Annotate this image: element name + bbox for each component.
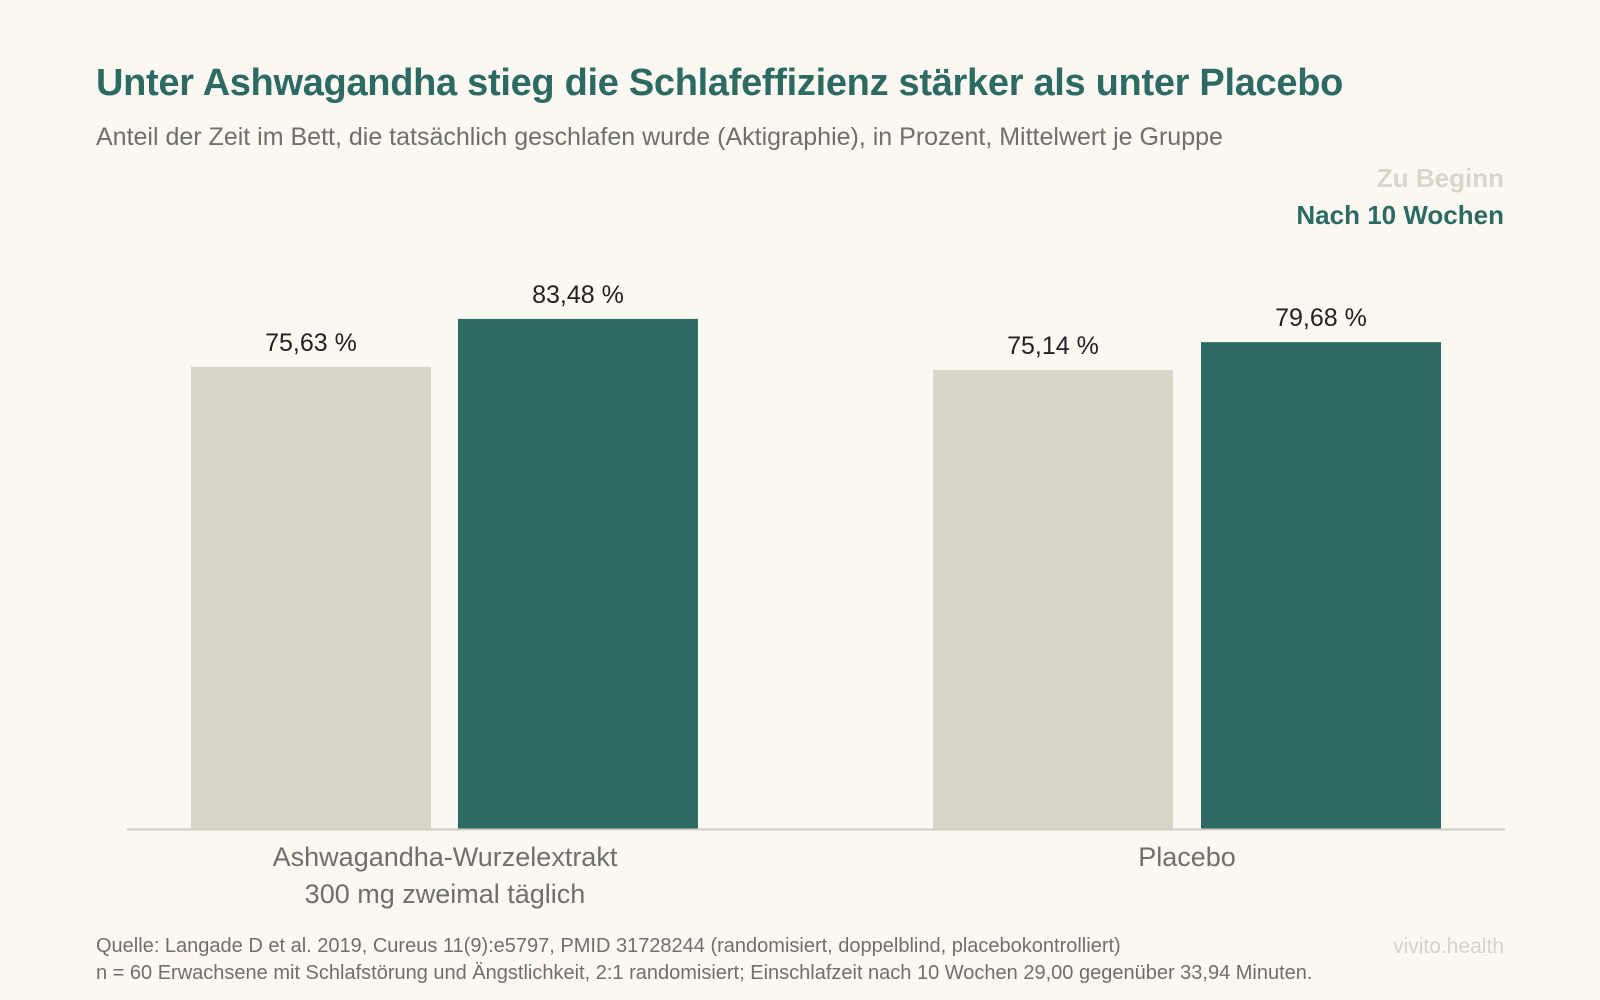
bars-group [191,318,1441,829]
chart-title: Unter Ashwagandha stieg die Schlafeffizi… [96,62,1344,104]
bar-value-label: 75,14 % [1007,332,1099,360]
brand-watermark: vivito.health [1393,935,1504,958]
category-label-line: Ashwagandha-Wurzelextrakt [272,842,618,872]
bar-baseline-placebo [933,369,1173,829]
legend-item-baseline: Zu Beginn [1376,163,1504,193]
category-label-line: 300 mg zweimal täglich [304,879,586,909]
bar-value-label: 83,48 % [532,281,624,309]
bar-labels-group: 75,63 % 75,14 % 83,48 % 79,68 % [265,281,1367,360]
footer-note: n = 60 Erwachsene mit Schlafstörung und … [96,962,1313,984]
bar-value-label: 75,63 % [265,329,357,357]
bar-baseline-ashwagandha [191,366,431,829]
category-label-line: Placebo [1138,842,1236,872]
category-label-placebo: Placebo [927,839,1447,876]
category-label-ashwagandha: Ashwagandha-Wurzelextrakt 300 mg zweimal… [185,839,705,913]
footer: Quelle: Langade D et al. 2019, Cureus 11… [96,933,1312,987]
chart-subtitle: Anteil der Zeit im Bett, die tatsächlich… [96,123,1223,151]
bar-week10-ashwagandha [458,318,698,829]
footer-source: Quelle: Langade D et al. 2019, Cureus 11… [96,935,1121,957]
bar-value-label: 79,68 % [1275,304,1367,332]
legend-item-week10: Nach 10 Wochen [1296,200,1504,230]
bar-week10-placebo [1201,342,1441,829]
legend: Zu Beginn Nach 10 Wochen [1296,160,1504,234]
